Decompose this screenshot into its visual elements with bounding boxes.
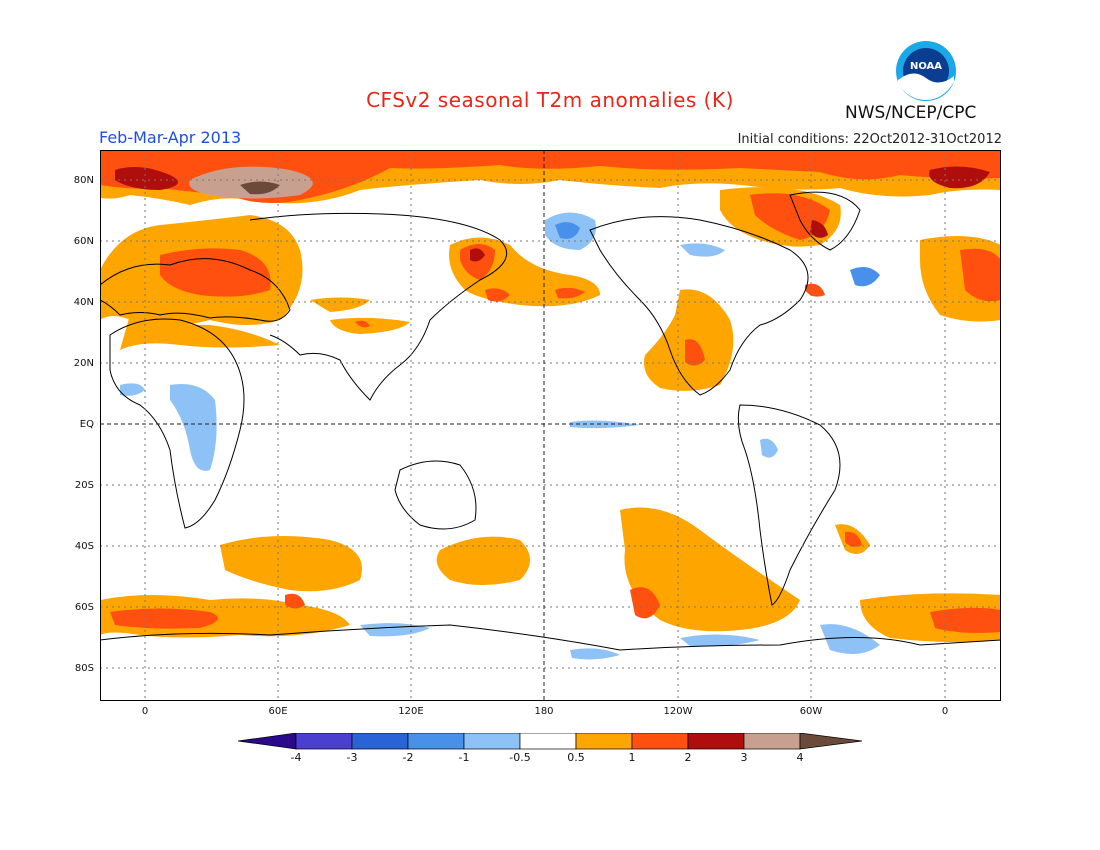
colorbar-label: -0.5 (509, 751, 531, 764)
lon-label: 60W (799, 706, 823, 717)
anomaly-antarctic-cold (360, 623, 880, 660)
colorbar-swatch (575, 732, 633, 750)
lat-label: 60S (74, 602, 94, 613)
forecast-period: Feb-Mar-Apr 2013 (99, 128, 242, 147)
lon-label: 120W (663, 706, 693, 717)
colorbar-label: -2 (402, 751, 414, 764)
colorbar-swatch (519, 732, 577, 750)
logo-text: NOAA (910, 61, 942, 72)
colorbar-swatch (407, 732, 465, 750)
colorbar-label: -1 (458, 751, 470, 764)
colorbar-swatch (463, 732, 521, 750)
lat-label: 20N (73, 358, 94, 369)
colorbar-swatch (631, 732, 689, 750)
colorbar-label: -3 (346, 751, 358, 764)
colorbar (237, 732, 863, 753)
colorbar-label: 4 (796, 751, 804, 764)
colorbar-label: -4 (290, 751, 302, 764)
noaa-logo-icon: NOAA (895, 40, 957, 102)
coastlines (99, 191, 1002, 651)
colorbar-swatch (351, 732, 409, 750)
colorbar-swatch (237, 732, 297, 750)
lat-label: 80S (74, 663, 94, 674)
anomaly-map (99, 150, 1002, 701)
anomaly-greenland-warm (720, 187, 1001, 322)
agency-label: NWS/NCEP/CPC (845, 103, 977, 123)
anomaly-southern-ocean-warm (100, 507, 1001, 643)
lon-label: 180 (534, 706, 554, 717)
lat-label: 40S (74, 541, 94, 552)
lon-label: 0 (141, 706, 149, 717)
colorbar-swatch (799, 732, 863, 750)
lat-label: 40N (73, 297, 94, 308)
lon-label: 0 (941, 706, 949, 717)
initial-conditions: Initial conditions: 22Oct2012-31Oct2012 (737, 132, 1002, 147)
anomaly-arctic-band (100, 150, 1001, 205)
lon-label: 120E (398, 706, 424, 717)
lat-label: EQ (79, 419, 94, 430)
lon-label: 60E (268, 706, 288, 717)
colorbar-swatch (687, 732, 745, 750)
anomaly-eurasia-warm (100, 215, 410, 350)
colorbar-swatch (295, 732, 353, 750)
colorbar-label: 3 (740, 751, 748, 764)
lat-label: 20S (74, 480, 94, 491)
colorbar-label: 2 (684, 751, 692, 764)
colorbar-swatch (743, 732, 801, 750)
lat-label: 60N (73, 236, 94, 247)
lat-label: 80N (73, 175, 94, 186)
colorbar-label: 1 (628, 751, 636, 764)
colorbar-label: 0.5 (567, 751, 585, 764)
anomaly-mexico-warm (644, 289, 734, 391)
map-title: CFSv2 seasonal T2m anomalies (K) (366, 88, 734, 112)
equator-dateline (100, 150, 1001, 701)
anomaly-nw-pacific-warm (449, 237, 600, 307)
gridlines (100, 150, 1001, 701)
